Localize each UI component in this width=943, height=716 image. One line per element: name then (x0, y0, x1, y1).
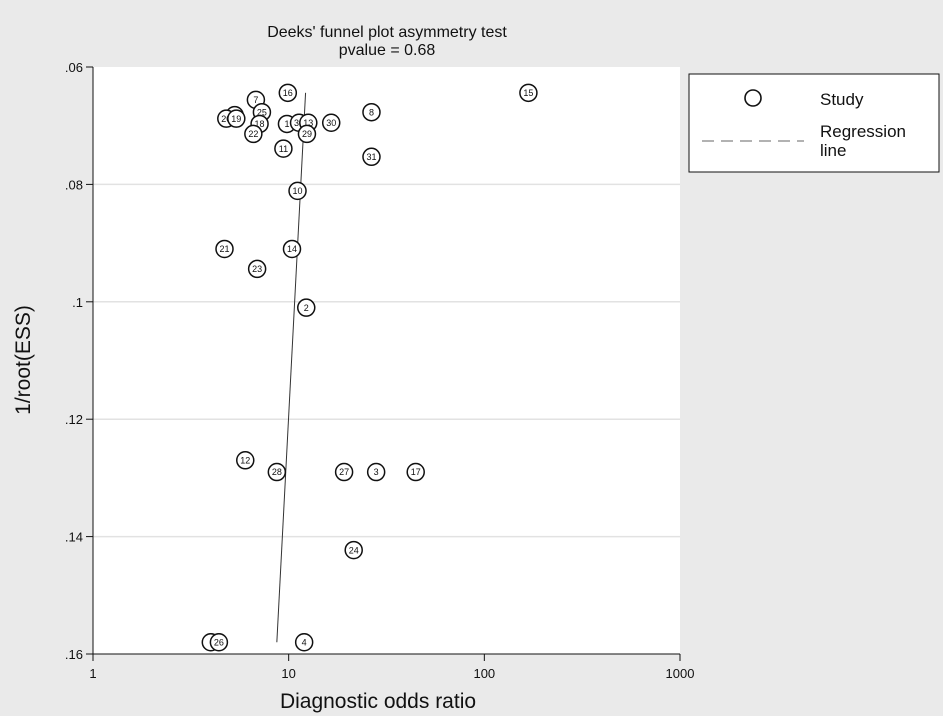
study-label: 4 (302, 637, 307, 647)
study-point: 19 (227, 109, 246, 128)
study-marker (519, 83, 538, 103)
study-label: 30 (294, 118, 304, 128)
study-point: 27 (334, 462, 354, 482)
study-point: 11 (274, 139, 293, 158)
study-marker (321, 113, 341, 133)
x-tick-label: 10 (281, 666, 295, 681)
study-point: 16 (278, 83, 298, 103)
study-marker (278, 83, 298, 103)
study-marker (362, 147, 381, 167)
study-label: 10 (293, 186, 303, 196)
study-label: 14 (287, 244, 297, 254)
study-label: 24 (349, 545, 359, 555)
study-marker (294, 633, 314, 652)
study-marker (297, 298, 316, 317)
study-point: 28 (267, 462, 287, 482)
study-label: 1 (284, 119, 289, 129)
study-point: 31 (362, 147, 381, 167)
study-label: 28 (272, 467, 282, 477)
study-label: 26 (214, 637, 224, 647)
study-label: 27 (339, 467, 349, 477)
study-marker (297, 124, 317, 144)
y-tick-label: .1 (72, 295, 83, 310)
study-point: 3 (366, 462, 386, 482)
study-marker (334, 462, 354, 482)
study-points: 1615725852019181301330222911311021142321… (201, 83, 538, 652)
legend: Study Regression line (688, 73, 940, 173)
study-label: 30 (326, 118, 336, 128)
study-label: 8 (369, 107, 374, 117)
study-point: 4 (294, 633, 314, 652)
x-axis-ticks: 1 10 100 1000 (89, 654, 694, 681)
study-label: 22 (248, 129, 258, 139)
y-axis-ticks: .06 .08 .1 .12 .14 .16 (65, 60, 93, 662)
study-label: 7 (253, 95, 258, 105)
study-point: 29 (297, 124, 317, 144)
study-label: 23 (252, 264, 262, 274)
study-label: 19 (231, 114, 241, 124)
study-label: 11 (279, 144, 288, 154)
x-tick-label: 1 (89, 666, 96, 681)
study-marker (366, 462, 386, 482)
study-label: 29 (302, 129, 312, 139)
study-label: 2 (304, 303, 309, 313)
x-axis-title: Diagnostic odds ratio (280, 690, 476, 713)
grid-lines (93, 183, 680, 538)
study-marker (288, 181, 307, 201)
study-label: 20 (221, 114, 231, 124)
study-point: 23 (247, 259, 267, 279)
study-label: 18 (255, 119, 265, 129)
study-point: 22 (244, 124, 263, 144)
legend-regression-label: Regression line (820, 122, 906, 160)
study-marker (267, 462, 287, 482)
study-label: 12 (240, 455, 250, 465)
legend-box (688, 73, 940, 173)
study-marker (227, 109, 246, 128)
study-point: 8 (362, 102, 381, 122)
study-marker (209, 633, 229, 652)
study-marker (406, 462, 425, 482)
study-label: 13 (303, 118, 313, 128)
study-marker (282, 239, 302, 259)
study-label: 21 (219, 244, 229, 254)
plot-area (93, 67, 680, 654)
study-point: 15 (519, 83, 538, 103)
study-point: 12 (236, 451, 255, 470)
study-marker (247, 259, 267, 279)
study-point: 17 (406, 462, 425, 482)
study-point: 30 (321, 113, 341, 133)
study-point: 2 (297, 298, 316, 317)
y-tick-label: .08 (65, 177, 83, 192)
y-axis-title: 1/root(ESS) (12, 305, 35, 415)
legend-study-marker (744, 89, 762, 107)
y-tick-label: .14 (65, 530, 83, 545)
study-marker (274, 139, 293, 158)
study-marker (362, 102, 381, 122)
y-tick-label: .06 (65, 60, 83, 75)
study-label: 31 (366, 152, 376, 162)
legend-study-label: Study (820, 90, 864, 109)
study-label: 17 (411, 467, 421, 477)
y-tick-label: .16 (65, 647, 83, 662)
chart-title: Deeks' funnel plot asymmetry test (267, 24, 507, 41)
study-point: 10 (288, 181, 307, 201)
x-tick-label: 1000 (666, 666, 695, 681)
x-tick-label: 100 (473, 666, 495, 681)
study-point: 21 (215, 239, 234, 259)
study-marker (344, 540, 363, 560)
y-tick-label: .12 (65, 412, 83, 427)
study-label: 16 (283, 88, 293, 98)
study-label: 15 (523, 88, 533, 98)
study-point: 14 (282, 239, 302, 259)
chart-subtitle: pvalue = 0.68 (339, 42, 436, 59)
study-point: 26 (209, 633, 229, 652)
study-label: 3 (374, 467, 379, 477)
study-marker (244, 124, 263, 144)
study-marker (236, 451, 255, 470)
study-marker (215, 239, 234, 259)
study-label: 25 (257, 107, 267, 117)
study-point: 24 (344, 540, 363, 560)
